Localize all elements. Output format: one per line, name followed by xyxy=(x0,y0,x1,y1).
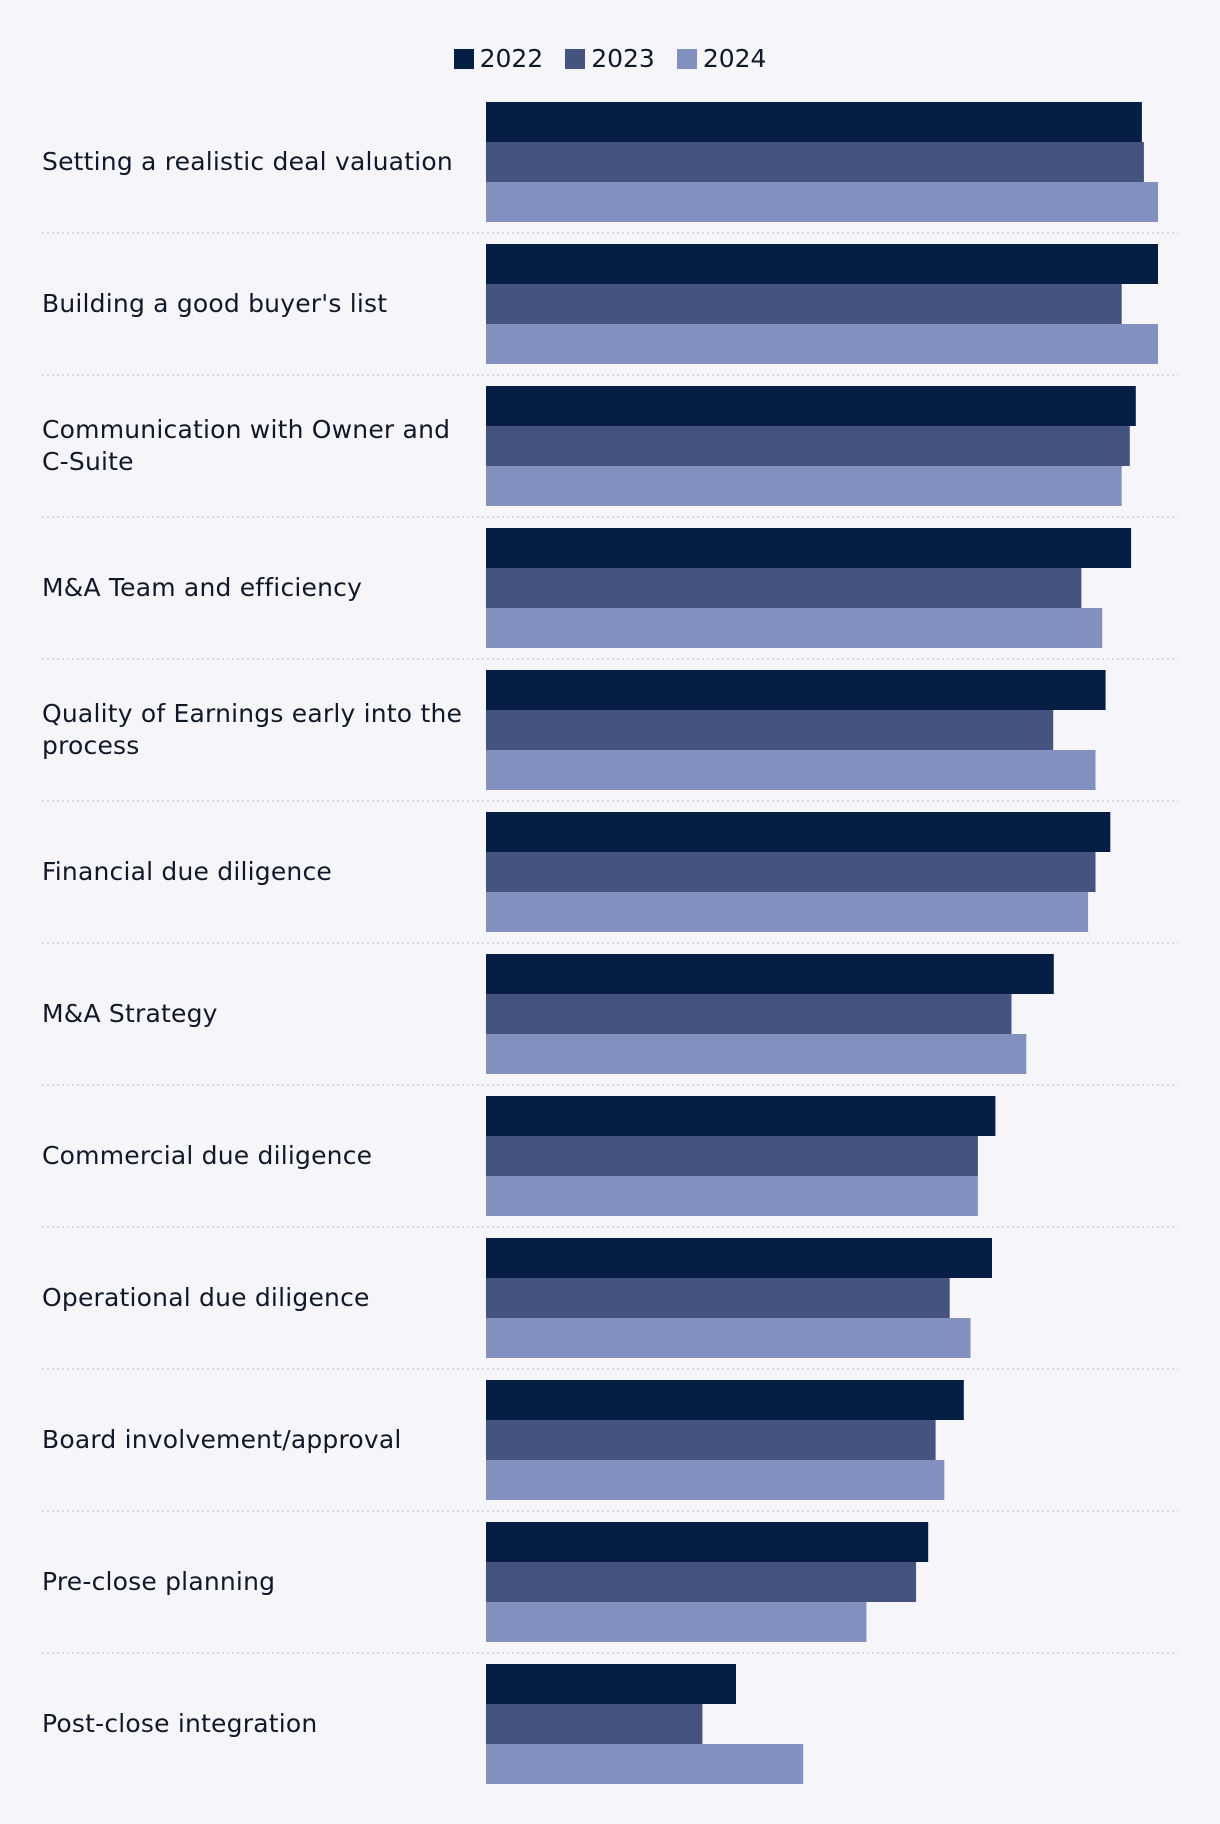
bar-2022-quality-of-earnings-early-into-the-process xyxy=(486,670,1106,710)
bar-2023-financial-due-diligence xyxy=(486,852,1096,892)
legend-label-2023: 2023 xyxy=(591,44,655,73)
bar-2024-m-a-team-and-efficiency xyxy=(486,608,1103,648)
bar-2023-pre-close-planning xyxy=(486,1562,917,1602)
bar-2022-building-a-good-buyer-s-list xyxy=(486,244,1158,284)
bar-2024-communication-with-owner-and-c-suite xyxy=(486,466,1122,506)
legend-swatch-2024 xyxy=(676,49,697,69)
legend-label-2022: 2022 xyxy=(479,44,544,73)
bar-2023-communication-with-owner-and-c-suite xyxy=(486,426,1130,466)
bar-2022-m-a-strategy xyxy=(486,954,1054,994)
category-label-setting-a-realistic-deal-valuation: Setting a realistic deal valuation xyxy=(42,147,453,176)
bar-2024-commercial-due-diligence xyxy=(486,1176,978,1216)
bar-2023-board-involvement-approval xyxy=(486,1420,936,1460)
bar-2023-operational-due-diligence xyxy=(486,1278,950,1318)
legend-item-2023: 2023 xyxy=(565,44,655,74)
legend: 2022 2023 2024 xyxy=(0,44,1220,74)
category-label-m-a-team-and-efficiency: M&A Team and efficiency xyxy=(42,573,363,602)
bar-2023-quality-of-earnings-early-into-the-process xyxy=(486,710,1054,750)
legend-swatch-2023 xyxy=(565,49,586,69)
bar-2023-m-a-strategy xyxy=(486,994,1012,1034)
bar-2023-post-close-integration xyxy=(486,1704,703,1744)
legend-item-2022: 2022 xyxy=(453,44,544,74)
bar-2022-board-involvement-approval xyxy=(486,1380,964,1420)
category-label-pre-close-planning: Pre-close planning xyxy=(42,1567,276,1596)
bar-2024-setting-a-realistic-deal-valuation xyxy=(486,182,1158,222)
bar-2023-building-a-good-buyer-s-list xyxy=(486,284,1122,324)
category-label-operational-due-diligence: Operational due diligence xyxy=(42,1283,370,1312)
bar-2024-m-a-strategy xyxy=(486,1034,1027,1074)
bar-2022-post-close-integration xyxy=(486,1664,736,1704)
bar-2022-communication-with-owner-and-c-suite xyxy=(486,386,1136,426)
bar-2022-m-a-team-and-efficiency xyxy=(486,528,1132,568)
bar-2024-board-involvement-approval xyxy=(486,1460,945,1500)
bar-2022-financial-due-diligence xyxy=(486,812,1111,852)
bar-2022-operational-due-diligence xyxy=(486,1238,992,1278)
bar-2024-building-a-good-buyer-s-list xyxy=(486,324,1158,364)
category-label-financial-due-diligence: Financial due diligence xyxy=(42,857,332,886)
bar-2024-operational-due-diligence xyxy=(486,1318,971,1358)
bar-2024-quality-of-earnings-early-into-the-process xyxy=(486,750,1096,790)
bar-2022-pre-close-planning xyxy=(486,1522,929,1562)
bar-2023-m-a-team-and-efficiency xyxy=(486,568,1082,608)
legend-swatch-2022 xyxy=(453,49,474,69)
category-label-commercial-due-diligence: Commercial due diligence xyxy=(42,1141,373,1170)
legend-label-2024: 2024 xyxy=(702,44,767,73)
bar-2023-commercial-due-diligence xyxy=(486,1136,978,1176)
category-label-board-involvement-approval: Board involvement/approval xyxy=(42,1425,402,1454)
category-label-m-a-strategy: M&A Strategy xyxy=(42,999,218,1028)
bar-2024-pre-close-planning xyxy=(486,1602,867,1642)
bar-2022-commercial-due-diligence xyxy=(486,1096,996,1136)
category-label-post-close-integration: Post-close integration xyxy=(42,1709,318,1738)
bar-2024-financial-due-diligence xyxy=(486,892,1089,932)
category-label-quality-of-earnings-early-into-the-process: Quality of Earnings early into the proce… xyxy=(42,699,463,760)
category-label-building-a-good-buyer-s-list: Building a good buyer's list xyxy=(42,289,388,318)
legend-item-2024: 2024 xyxy=(676,44,767,74)
bar-2022-setting-a-realistic-deal-valuation xyxy=(486,102,1142,142)
bar-2023-setting-a-realistic-deal-valuation xyxy=(486,142,1144,182)
bar-2024-post-close-integration xyxy=(486,1744,804,1784)
category-label-communication-with-owner-and-c-suite: Communication with Owner and C-Suite xyxy=(42,415,451,476)
